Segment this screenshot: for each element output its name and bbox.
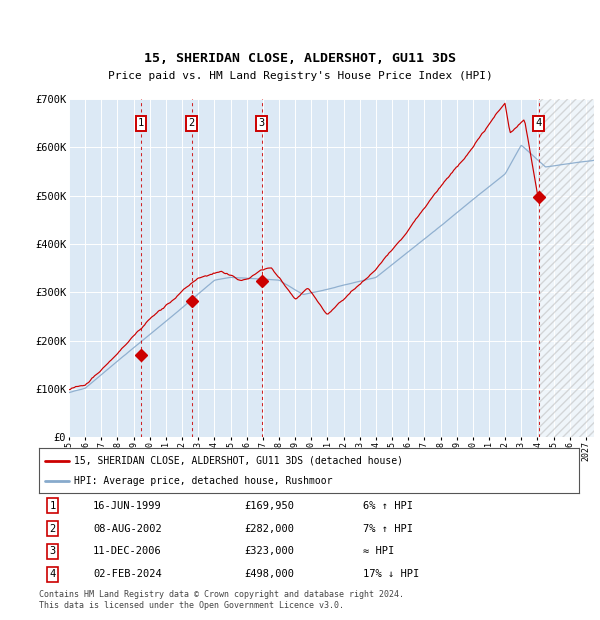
Text: 2: 2 [188,118,195,128]
Text: £282,000: £282,000 [244,523,294,534]
Bar [539,99,594,437]
Text: 02-FEB-2024: 02-FEB-2024 [93,569,162,580]
Text: ≈ HPI: ≈ HPI [363,546,394,557]
Text: 08-AUG-2002: 08-AUG-2002 [93,523,162,534]
Text: 2: 2 [49,523,56,534]
Text: 6% ↑ HPI: 6% ↑ HPI [363,500,413,511]
Text: 1: 1 [49,500,56,511]
Text: £169,950: £169,950 [244,500,294,511]
Text: 11-DEC-2006: 11-DEC-2006 [93,546,162,557]
Text: HPI: Average price, detached house, Rushmoor: HPI: Average price, detached house, Rush… [74,476,332,486]
Text: 16-JUN-1999: 16-JUN-1999 [93,500,162,511]
Text: 1: 1 [138,118,144,128]
Text: 4: 4 [536,118,542,128]
Text: 4: 4 [49,569,56,580]
Text: 3: 3 [49,546,56,557]
Text: 17% ↓ HPI: 17% ↓ HPI [363,569,419,580]
Text: Contains HM Land Registry data © Crown copyright and database right 2024.
This d: Contains HM Land Registry data © Crown c… [39,590,404,609]
Text: 7% ↑ HPI: 7% ↑ HPI [363,523,413,534]
Text: Price paid vs. HM Land Registry's House Price Index (HPI): Price paid vs. HM Land Registry's House … [107,71,493,81]
Text: 15, SHERIDAN CLOSE, ALDERSHOT, GU11 3DS: 15, SHERIDAN CLOSE, ALDERSHOT, GU11 3DS [144,52,456,64]
Text: 15, SHERIDAN CLOSE, ALDERSHOT, GU11 3DS (detached house): 15, SHERIDAN CLOSE, ALDERSHOT, GU11 3DS … [74,456,403,466]
Text: £498,000: £498,000 [244,569,294,580]
Text: 3: 3 [259,118,265,128]
Text: £323,000: £323,000 [244,546,294,557]
